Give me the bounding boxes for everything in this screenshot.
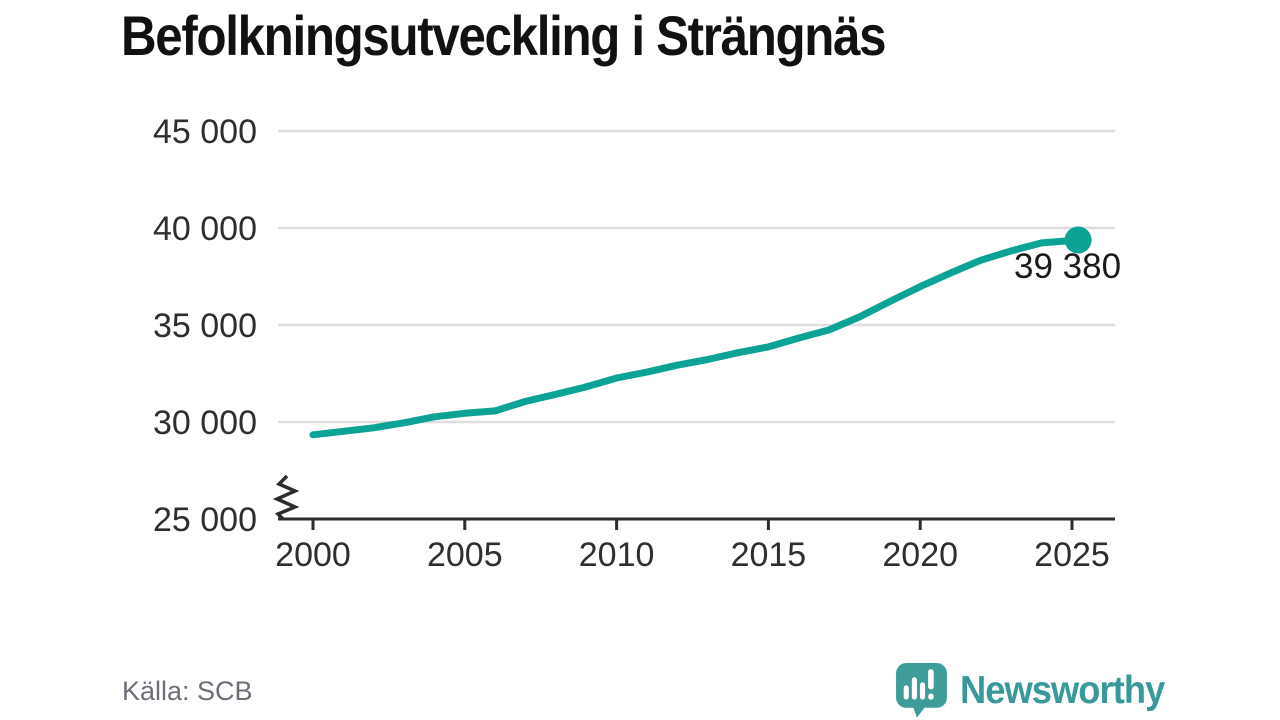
x-axis-tick-label: 2015 — [731, 536, 807, 574]
source-label: Källa: SCB — [122, 676, 253, 706]
logo-bar-tall — [911, 677, 917, 700]
newsworthy-wordmark: Newsworthy — [960, 669, 1165, 712]
newsworthy-logo-icon — [896, 663, 947, 718]
y-axis-tick-label: 40 000 — [153, 210, 257, 248]
logo-exclamation-bar — [928, 669, 934, 690]
x-axis-tick-label: 2010 — [579, 536, 655, 574]
latest-point-marker — [1064, 226, 1092, 254]
y-axis-tick-label: 45 000 — [153, 113, 257, 151]
x-axis-tick-label: 2025 — [1034, 536, 1110, 574]
y-axis-tick-label: 30 000 — [153, 404, 257, 442]
logo-exclamation-dot — [928, 693, 934, 700]
x-axis-tick-label: 2020 — [882, 536, 958, 574]
logo-bar-mid — [919, 682, 926, 700]
population-line — [309, 236, 1082, 439]
chart-title: Befolkningsutveckling i Strängnäs — [121, 4, 887, 67]
axis-break-icon — [272, 474, 300, 521]
latest-value-label: 39 380 — [1014, 247, 1121, 286]
logo-bar-small — [903, 685, 909, 700]
x-axis-tick-label: 2005 — [427, 536, 503, 574]
newsworthy-logo: Newsworthy — [895, 662, 1180, 719]
y-axis-tick-label: 35 000 — [153, 307, 257, 345]
x-axis-tick-label: 2000 — [275, 536, 351, 574]
y-axis-tick-label: 25 000 — [153, 501, 257, 539]
